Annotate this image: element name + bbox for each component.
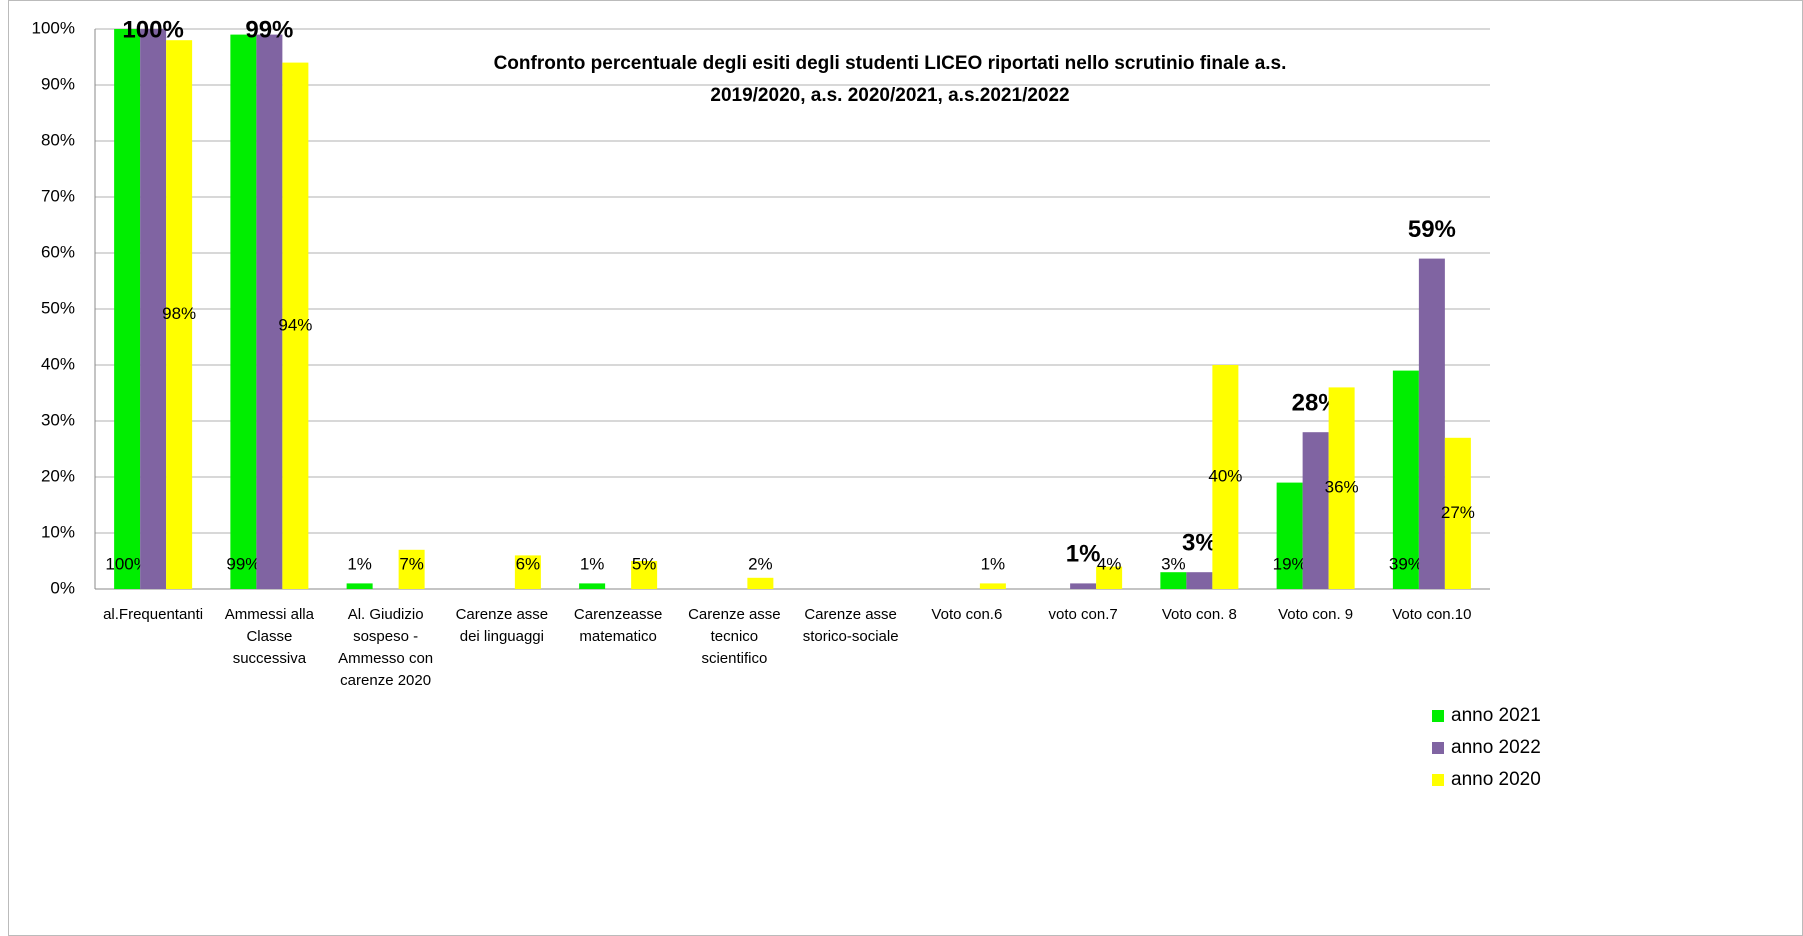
y-tick-label: 20% [41,466,75,485]
data-label: 3% [1182,530,1217,557]
x-tick-label: Voto con. 8 [1161,606,1237,623]
bar [1302,432,1329,589]
data-label: 1% [1066,541,1101,568]
data-label: 1% [981,554,1006,573]
bar [631,561,658,589]
legend-label: anno 2021 [1451,705,1541,726]
data-label: 39% [1389,554,1423,573]
y-tick-label: 30% [41,410,75,429]
legend-swatch [1432,774,1444,786]
bar [1392,370,1419,589]
x-tick-label: Carenze asse tecnico scientifico [688,606,781,667]
legend-label: anno 2022 [1451,737,1541,758]
bar [140,29,167,589]
x-tick-label: Al. Giudizio sospeso - Ammesso con caren… [338,606,434,689]
bar [282,62,309,590]
x-tick-label: Carenze asse dei linguaggi [455,606,549,645]
bar [398,549,425,589]
y-tick-label: 10% [41,522,75,541]
y-tick-label: 60% [41,242,75,261]
bar [256,34,283,590]
bar [1070,583,1097,589]
bar [1212,365,1239,589]
y-tick-label: 80% [41,130,75,149]
bar [1096,566,1123,589]
data-label: 98% [162,304,196,323]
data-label: 3% [1161,554,1186,573]
data-label: 5% [632,554,657,573]
bar [579,583,606,589]
data-label: 27% [1441,503,1475,522]
x-tick-label: voto con.7 [1048,606,1118,623]
legend-swatch [1432,742,1444,754]
data-label: 99% [226,554,260,573]
bar [1160,572,1187,589]
y-tick-label: 50% [41,298,75,317]
bar [1444,437,1471,589]
data-label: 59% [1408,216,1456,243]
bar [979,583,1006,589]
data-label: 1% [580,554,605,573]
data-label: 4% [1097,554,1122,573]
x-tick-label: Voto con. 9 [1278,606,1354,623]
bar [230,34,257,590]
data-label: 40% [1208,466,1242,485]
data-label: 94% [278,315,312,334]
chart-title: Confronto percentuale degli esiti degli … [493,53,1287,106]
legend-label: anno 2020 [1451,769,1541,790]
x-tick-label: Voto con.6 [931,606,1003,623]
data-label: 7% [399,554,424,573]
data-label: 2% [748,554,773,573]
data-label: 99% [245,16,293,43]
data-label: 100% [105,554,148,573]
bar [1418,258,1445,589]
x-tick-label: al.Frequentanti [103,606,204,623]
legend-swatch [1432,710,1444,722]
bar [1328,387,1355,589]
x-tick-label: Carenzeasse matematico [573,606,663,645]
bar [114,29,141,589]
x-tick-label: Carenze asse storico-sociale [802,606,899,645]
bar [1276,482,1303,589]
data-label: 100% [122,16,183,43]
data-label: 6% [516,554,541,573]
data-label: 1% [347,554,372,573]
y-tick-label: 100% [32,18,75,37]
y-tick-label: 0% [50,578,75,597]
x-tick-label: Voto con.10 [1392,606,1472,623]
y-tick-label: 90% [41,74,75,93]
bar [514,555,541,589]
bar [1186,572,1213,589]
x-tick-label: Ammessi alla Classe successiva [224,606,314,667]
y-tick-label: 70% [41,186,75,205]
bar [346,583,373,589]
bar [747,577,774,589]
data-label: 19% [1273,554,1307,573]
bar [166,40,193,589]
y-tick-label: 40% [41,354,75,373]
data-label: 36% [1325,478,1359,497]
